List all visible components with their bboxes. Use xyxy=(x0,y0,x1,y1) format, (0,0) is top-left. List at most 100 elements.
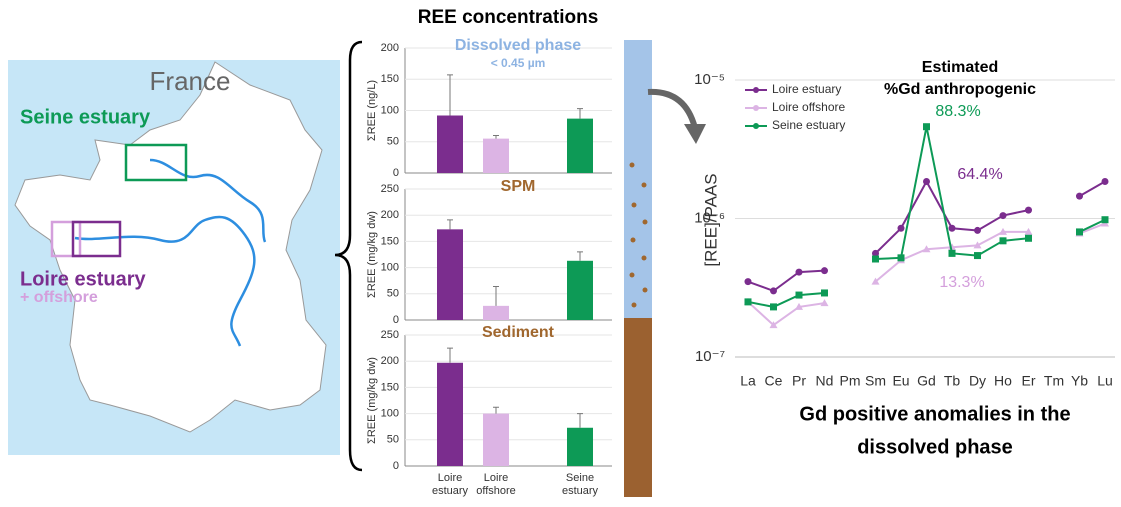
y-tick-label: 0 xyxy=(393,314,399,326)
y-tick-label: 100 xyxy=(381,408,399,420)
map-label: + offshore xyxy=(20,289,98,306)
error-bar xyxy=(493,135,499,139)
legend-label: Loire estuary xyxy=(772,82,841,96)
error-bar xyxy=(493,406,499,414)
error-bar xyxy=(447,219,453,230)
marker xyxy=(820,299,829,307)
marker xyxy=(999,212,1007,220)
marker xyxy=(897,254,905,262)
marker xyxy=(999,237,1007,245)
seine-river xyxy=(149,158,267,243)
y-tick-label: 50 xyxy=(387,288,399,300)
sediment-column xyxy=(624,318,652,497)
y-tick-label: 10⁻⁶ xyxy=(694,209,725,226)
y-tick-label: 250 xyxy=(381,329,399,341)
marker xyxy=(871,277,880,285)
y-tick-label: 200 xyxy=(381,42,399,54)
loire-offshore-box xyxy=(50,220,82,258)
y-axis-label: [REE]/PAAS xyxy=(701,173,720,266)
marker xyxy=(1101,216,1109,224)
annotation: 64.4% xyxy=(957,166,1002,183)
marker xyxy=(769,321,778,329)
error-bar xyxy=(447,347,453,363)
marker xyxy=(1025,234,1032,242)
loire-river xyxy=(74,215,256,347)
caption: Gd positive anomalies in the xyxy=(799,403,1070,425)
y-tick-label: 150 xyxy=(381,381,399,393)
legend-label: Loire offshore xyxy=(772,100,845,114)
france-outline xyxy=(14,61,327,433)
x-tick-label: Pm xyxy=(840,373,861,389)
y-tick-label: 150 xyxy=(381,235,399,247)
y-tick-label: 100 xyxy=(381,262,399,274)
x-tick-label: Eu xyxy=(892,373,909,389)
x-tick-label: Dy xyxy=(969,373,986,389)
annotation: 13.3% xyxy=(939,274,984,291)
y-tick-label: 0 xyxy=(393,167,399,179)
x-tick-label: Nd xyxy=(816,373,834,389)
marker xyxy=(973,241,982,249)
y-axis-label: ΣREE (mg/kg dw) xyxy=(366,357,378,444)
error-bar xyxy=(577,413,583,428)
marker xyxy=(795,291,803,299)
marker xyxy=(999,227,1007,235)
bar xyxy=(483,138,509,173)
y-tick-label: 50 xyxy=(387,136,399,148)
seine-box xyxy=(124,143,188,182)
y-tick-label: 200 xyxy=(381,209,399,221)
x-tick-label: Tb xyxy=(944,373,961,389)
bar xyxy=(483,305,509,320)
marker xyxy=(948,224,956,232)
bar xyxy=(567,260,593,320)
chart-title: Dissolved phase xyxy=(455,37,581,54)
marker xyxy=(744,298,752,306)
x-tick-label: Yb xyxy=(1071,373,1088,389)
chart-title: SPM xyxy=(501,178,536,195)
series-line xyxy=(747,126,1106,308)
legend-marker xyxy=(753,87,759,93)
y-tick-label: 250 xyxy=(381,183,399,195)
x-tick-label: Ce xyxy=(765,373,783,389)
map-label: Loire estuary xyxy=(20,268,146,290)
bar xyxy=(437,229,463,320)
marker xyxy=(1024,227,1033,235)
marker xyxy=(974,252,981,260)
particles xyxy=(629,162,648,308)
y-tick-label: 150 xyxy=(381,73,399,85)
annotation: 88.3% xyxy=(935,103,980,120)
marker xyxy=(795,268,803,276)
x-tick-label: Seine estuary xyxy=(562,472,599,497)
x-tick-label: Tm xyxy=(1044,373,1064,389)
map-label: Seine estuary xyxy=(20,106,151,128)
marker xyxy=(923,177,930,185)
x-tick-label: Gd xyxy=(917,373,936,389)
x-tick-label: Er xyxy=(1022,373,1036,389)
loire-estuary-box xyxy=(71,220,122,258)
water-column xyxy=(624,40,652,318)
bar xyxy=(437,362,463,466)
y-axis-label: ΣREE (ng/L) xyxy=(366,80,378,141)
marker xyxy=(795,302,803,310)
marker xyxy=(922,245,931,253)
annotation: Estimated xyxy=(922,59,998,76)
marker xyxy=(1076,228,1083,236)
y-tick-label: 10⁻⁵ xyxy=(694,71,725,88)
legend-marker xyxy=(753,105,759,111)
bar xyxy=(567,427,593,466)
y-tick-label: 10⁻⁷ xyxy=(695,348,725,365)
error-bar xyxy=(577,251,583,261)
y-tick-label: 0 xyxy=(393,460,399,472)
marker xyxy=(744,278,752,286)
marker xyxy=(770,287,777,295)
y-axis-label: ΣREE (mg/kg dw) xyxy=(366,211,378,298)
x-tick-label: Loire offshore xyxy=(476,472,516,497)
arrow-head xyxy=(684,124,706,144)
marker xyxy=(821,289,828,297)
error-bar xyxy=(577,108,583,119)
legend-label: Seine estuary xyxy=(772,118,845,132)
marker xyxy=(770,303,777,311)
marker xyxy=(1076,192,1083,200)
marker xyxy=(1025,206,1032,214)
x-tick-label: Pr xyxy=(792,373,806,389)
